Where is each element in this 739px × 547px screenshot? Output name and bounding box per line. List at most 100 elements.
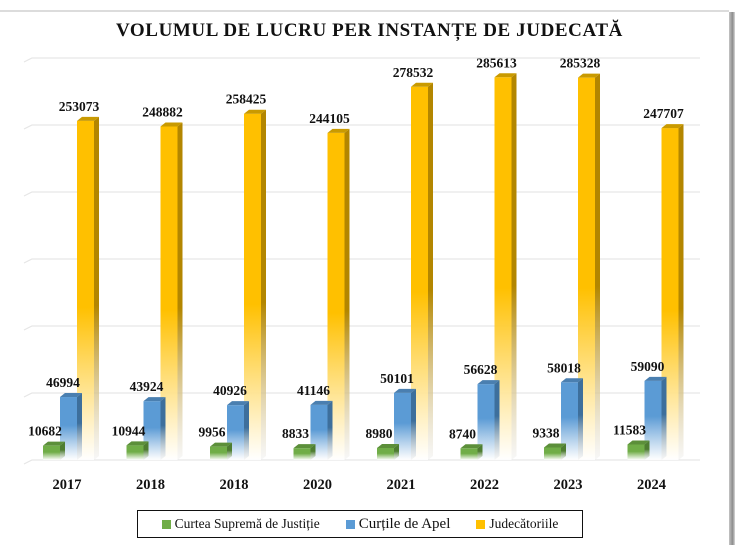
bar-top [411, 82, 433, 87]
bar-2-2017 [77, 116, 99, 461]
bar-side [160, 397, 166, 460]
data-label: 40926 [213, 383, 247, 398]
bar-top [327, 128, 350, 133]
bar-side [77, 393, 82, 460]
bar-side [310, 444, 316, 460]
bar-front [377, 447, 394, 460]
gridline [23, 258, 700, 264]
bar-top [627, 440, 650, 445]
x-tick-label: 2020 [303, 477, 332, 493]
data-label: 253073 [59, 99, 100, 114]
legend-item-jud: Judecătoriile [476, 516, 558, 532]
bar-front [494, 77, 512, 461]
bar-0-2017 [43, 441, 65, 460]
bar-side [578, 378, 583, 460]
data-label: 8740 [449, 426, 476, 441]
data-label: 56628 [464, 362, 498, 377]
chart-legend: Curtea Supremă de Justiție Curțile de Ap… [137, 510, 583, 538]
bar-side [94, 116, 99, 461]
data-label: 43924 [130, 379, 164, 394]
legend-label-jud: Judecătoriile [489, 516, 559, 531]
bar-front [394, 392, 411, 460]
bar-side [411, 388, 416, 460]
x-tick-label: 2022 [470, 477, 499, 493]
bar-front [327, 132, 345, 461]
data-label: 10944 [112, 423, 146, 438]
bar-front [644, 380, 662, 460]
legend-swatch-jud [476, 519, 486, 529]
bar-2-2021 [411, 82, 433, 460]
data-label: 8980 [366, 426, 393, 441]
bar-front [477, 384, 495, 460]
legend-label-csj: Curtea Supremă de Justiție [174, 516, 320, 531]
bar-side [561, 443, 566, 460]
legend-swatch-csj [161, 519, 171, 529]
bar-0-2024 [627, 440, 650, 460]
bar-front [460, 448, 478, 460]
bar-side [244, 401, 249, 460]
data-label: 58018 [547, 360, 581, 375]
bar-side [511, 73, 517, 461]
bar-side [227, 442, 232, 460]
bar-side [261, 109, 266, 460]
bar-front [160, 126, 178, 461]
bar-top [377, 443, 399, 448]
bar-1-2022 [477, 380, 500, 460]
x-tick-label: 2018 [220, 477, 249, 493]
data-label: 247707 [643, 106, 684, 121]
data-label: 41146 [297, 383, 330, 398]
x-tick-label: 2023 [554, 477, 583, 493]
data-label: 285613 [476, 55, 517, 70]
data-label: 8833 [282, 426, 309, 441]
bar-top [394, 388, 416, 393]
bar-top [160, 122, 183, 127]
gridline [23, 325, 700, 331]
gridline [23, 392, 700, 398]
bar-top [544, 443, 566, 448]
gridline [23, 124, 700, 130]
data-label: 59090 [631, 359, 665, 374]
x-tick-label: 2021 [387, 477, 416, 493]
bar-side [477, 444, 483, 460]
legend-swatch-ca [345, 519, 355, 529]
bar-2-2018 [244, 109, 266, 460]
data-label: 244105 [309, 111, 350, 126]
bar-top [77, 116, 99, 121]
data-label: 9956 [199, 425, 226, 440]
bar-top [126, 441, 149, 446]
bar-side [644, 440, 650, 460]
gridline [23, 57, 700, 63]
bar-top [143, 397, 166, 402]
data-label: 46994 [46, 375, 80, 390]
bar-1-2021 [394, 388, 416, 460]
bar-top [293, 444, 316, 449]
bar-side [177, 122, 183, 461]
bar-front [210, 446, 227, 460]
gridline [23, 459, 700, 465]
bar-side [595, 73, 600, 461]
bar-front [43, 445, 60, 460]
chart-title: VOLUMUL DE LUCRU PER INSTANȚE DE JUDECAT… [115, 20, 623, 41]
legend-item-ca: Curțile de Apel [345, 515, 451, 533]
x-tick-label: 2024 [637, 477, 666, 493]
bar-top [210, 442, 232, 447]
bar-top [494, 73, 517, 78]
legend-item-csj: Curtea Supremă de Justiție [161, 516, 320, 532]
bar-0-2018 [210, 442, 232, 460]
bar-front [126, 445, 144, 460]
bar-side [327, 400, 333, 460]
gridline [23, 191, 700, 197]
legend-label-ca: Curțile de Apel [358, 515, 451, 532]
data-label: 50101 [380, 371, 414, 386]
bar-2-2022 [494, 73, 517, 461]
bar-top [244, 109, 266, 114]
bar-side [143, 441, 149, 460]
data-label: 11583 [613, 422, 646, 437]
bar-top [477, 380, 500, 385]
data-label: 10682 [28, 424, 62, 439]
bar-side [344, 128, 350, 461]
bar-2-2020 [327, 128, 350, 461]
chart-frame [0, 10, 729, 547]
bar-2-2023 [578, 73, 600, 461]
